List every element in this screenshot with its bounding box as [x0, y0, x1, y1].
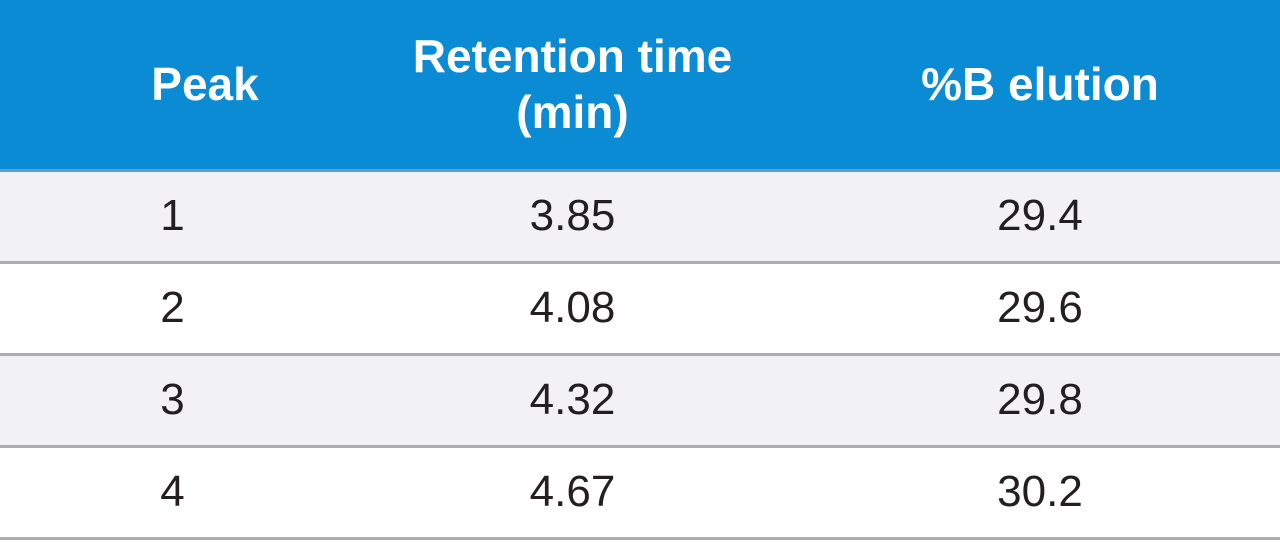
header-cell: %B elution: [800, 0, 1280, 170]
table-row: 3 4.32 29.8: [0, 354, 1280, 446]
header-text: Peak: [151, 58, 259, 111]
header-text: Retention time (min): [412, 30, 733, 139]
table-cell: 29.8: [997, 375, 1083, 424]
table-cell: 4: [160, 467, 185, 516]
data-table: Peak Retention time (min) %B elution 1 3.85…: [0, 0, 1280, 538]
header-cell: Retention time (min): [345, 0, 800, 170]
table-body: 1 3.85 29.4 2 4.08 29.6 3 4.32 29.8 4 4.67 30.2: [0, 170, 1280, 538]
table-cell: 3: [160, 375, 185, 424]
table-cell: 2: [160, 283, 185, 332]
table-cell: 4.32: [529, 375, 616, 424]
table-row: 4 4.67 30.2: [0, 446, 1280, 538]
header-row: Peak Retention time (min) %B elution: [0, 0, 1280, 170]
table-row: 1 3.85 29.4: [0, 170, 1280, 262]
table-cell: 30.2: [997, 467, 1083, 516]
table-header: Peak Retention time (min) %B elution: [0, 0, 1280, 170]
table-cell: 4.08: [529, 283, 616, 332]
table-row: 2 4.08 29.6: [0, 262, 1280, 354]
table-cell: 1: [160, 191, 185, 240]
table-cell: 29.6: [997, 283, 1083, 332]
header-text: %B elution: [921, 58, 1159, 111]
table-cell: 29.4: [997, 191, 1083, 240]
table-cell: 3.85: [529, 191, 616, 240]
header-cell: Peak: [0, 0, 345, 170]
table-cell: 4.67: [529, 467, 616, 516]
